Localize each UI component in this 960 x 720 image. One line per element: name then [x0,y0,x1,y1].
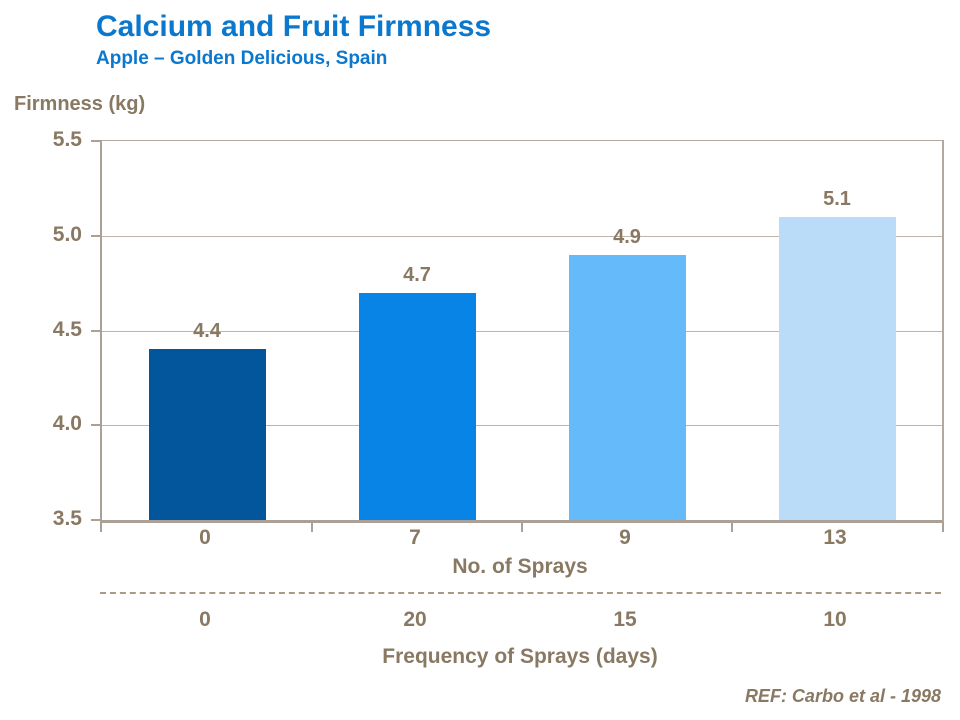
y-tick-mark [91,519,100,521]
dashed-separator-line [100,592,941,594]
y-tick-mark [91,140,100,142]
x-axis-title: No. of Sprays [452,555,588,578]
bar-value-label: 5.1 [823,187,851,210]
bars-container: 4.4 4.7 4.9 5.1 [102,141,942,520]
gridline [102,330,942,332]
bar [358,292,476,520]
x-axis-tick-labels: 0 7 9 13 [100,526,940,550]
secondary-axis-values: 0 20 15 10 [100,608,940,632]
bar [778,216,896,520]
y-axis-title: Firmness (kg) [14,93,146,115]
reference-citation: REF: Carbo et al - 1998 [744,686,941,706]
frequency-value: 0 [199,608,211,631]
plot-area: 4.4 4.7 4.9 5.1 [91,140,944,532]
bar [568,254,686,520]
x-tick-mark [311,523,313,532]
y-tick-label: 3.5 [52,507,82,530]
bar-group: 4.9 [522,141,732,520]
x-tick-label: 7 [409,526,421,549]
x-tick-label: 13 [823,526,847,549]
y-tick-label: 4.0 [52,412,82,436]
y-tick-mark [91,234,100,237]
x-tick-label: 9 [619,526,631,549]
x-tick-mark [942,523,944,532]
x-tick-mark [731,523,733,532]
frequency-value: 15 [613,608,637,631]
y-tick-label: 5.0 [52,222,82,246]
bar-value-label: 4.9 [613,225,641,248]
bar-group: 4.7 [312,141,522,520]
y-tick-mark [91,424,100,427]
x-tick-label: 0 [199,526,211,549]
bar [148,349,266,520]
bar-value-label: 4.7 [403,263,431,286]
frequency-value: 20 [403,608,427,631]
y-axis-tick-labels: 5.5 5.0 4.5 4.0 3.5 [0,128,88,530]
y-tick-mark [91,329,100,332]
bar-group: 4.4 [102,141,312,520]
gridline [102,425,942,427]
y-tick-label: 5.5 [52,128,82,151]
x-tick-mark [100,523,102,532]
chart-title: Calcium and Fruit Firmness [96,10,492,43]
x-tick-mark [521,523,523,532]
y-tick-label: 4.5 [52,317,82,341]
bar-value-label: 4.4 [193,320,221,343]
frequency-value: 10 [823,608,847,631]
chart-subtitle: Apple – Golden Delicious, Spain [96,48,388,69]
bar-group: 5.1 [732,141,942,520]
gridline [102,235,942,237]
secondary-axis-title: Frequency of Sprays (days) [382,645,658,668]
